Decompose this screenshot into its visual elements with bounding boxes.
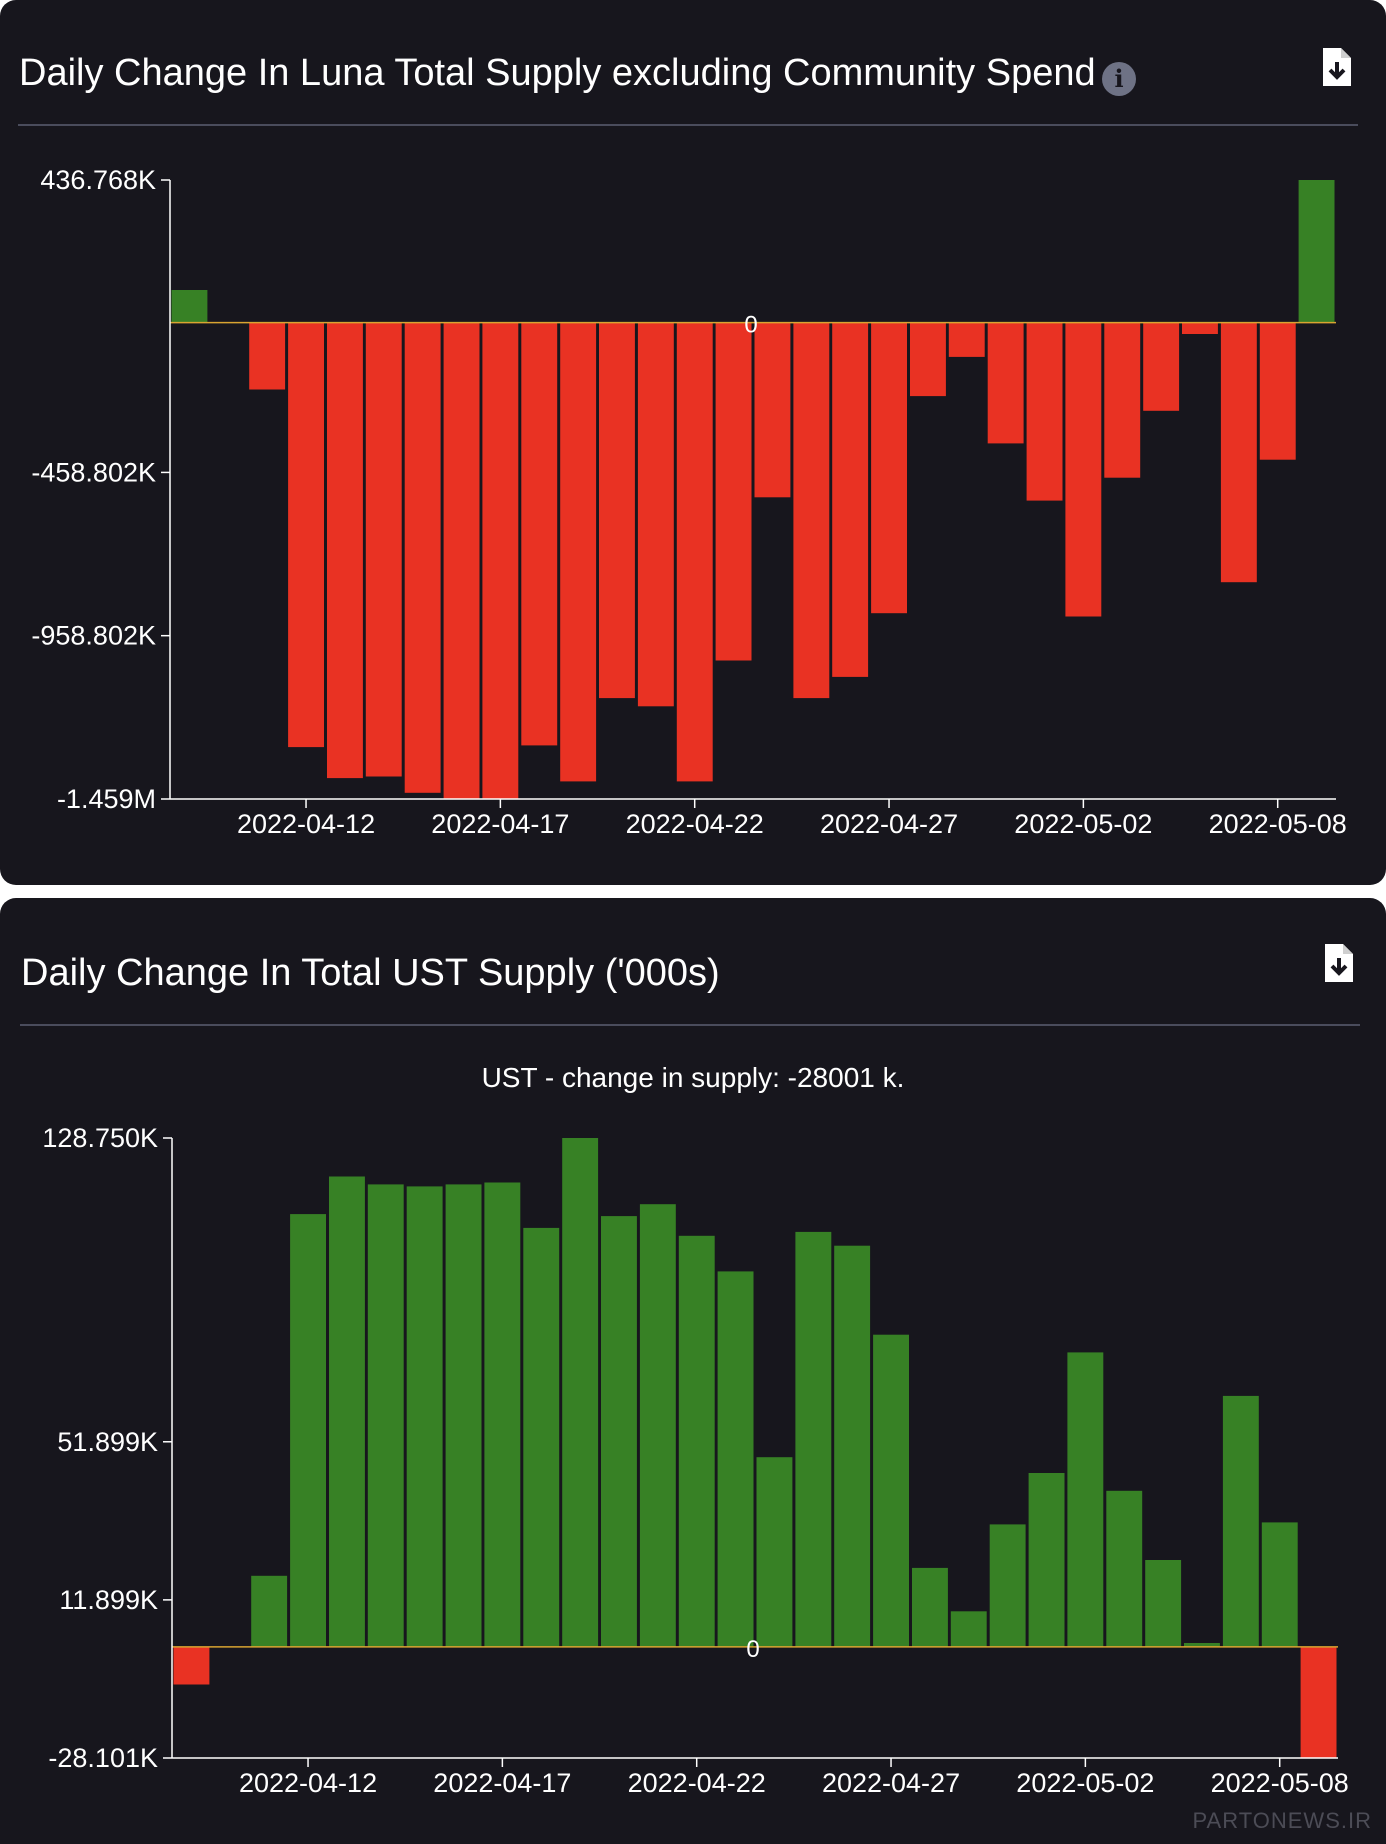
bar-2022-04-29 — [948, 322, 985, 357]
info-icon[interactable]: i — [1102, 62, 1136, 96]
x-tick-label: 2022-04-22 — [628, 1768, 766, 1798]
bar-2022-04-20 — [599, 322, 635, 699]
x-tick-label: 2022-05-08 — [1211, 1768, 1349, 1798]
y-tick-label: -28.101K — [48, 1743, 158, 1773]
bar-2022-04-28 — [910, 322, 946, 397]
bar-2022-05-08 — [1300, 1646, 1337, 1758]
bar-2022-04-30 — [987, 322, 1024, 444]
bar-2022-05-01 — [1028, 1473, 1065, 1647]
bar-2022-04-19 — [562, 1138, 599, 1647]
watermark: PARTONEWS.IR — [1192, 1808, 1372, 1833]
bar-2022-04-15 — [404, 322, 441, 793]
bar-2022-05-07 — [1261, 1522, 1298, 1647]
title-divider — [20, 1024, 1360, 1026]
bar-2022-04-25 — [793, 322, 830, 699]
bar-2022-04-23 — [715, 322, 752, 661]
bar-2022-05-03 — [1104, 322, 1141, 478]
bar-2022-04-13 — [329, 1176, 365, 1647]
bar-2022-04-24 — [754, 322, 791, 498]
bar-2022-04-22 — [676, 322, 713, 782]
bar-2022-04-11 — [251, 1575, 288, 1647]
title-divider — [18, 124, 1358, 126]
x-tick-label: 2022-05-08 — [1209, 809, 1347, 839]
y-tick-label: -458.802K — [31, 457, 156, 487]
bar-2022-04-27 — [873, 1334, 909, 1647]
bar-2022-04-26 — [834, 1245, 871, 1647]
y-tick-label: 436.768K — [40, 165, 156, 195]
bar-2022-04-21 — [639, 1204, 676, 1647]
bar-2022-04-13 — [327, 322, 363, 779]
y-tick-label: 11.899K — [59, 1585, 158, 1615]
bar-2022-04-12 — [288, 322, 324, 748]
bar-2022-04-25 — [795, 1231, 832, 1647]
bar-2022-04-22 — [678, 1235, 715, 1647]
bar-2022-04-19 — [560, 322, 597, 782]
y-tick-label: 51.899K — [57, 1427, 158, 1457]
bar-2022-04-09 — [173, 1646, 210, 1685]
bar-2022-05-06 — [1222, 1395, 1259, 1647]
y-tick-label: -958.802K — [31, 621, 156, 651]
bar-2022-04-23 — [717, 1271, 754, 1647]
bar-2022-05-04 — [1145, 1560, 1182, 1647]
bar-2022-04-16 — [445, 1184, 482, 1647]
bar-2022-05-05 — [1184, 1643, 1220, 1647]
bar-2022-05-01 — [1026, 322, 1063, 501]
bar-2022-04-24 — [756, 1457, 793, 1647]
bar-2022-04-09 — [171, 290, 208, 323]
bar-2022-04-11 — [249, 322, 286, 390]
x-tick-label: 2022-04-22 — [626, 809, 764, 839]
x-tick-label: 2022-05-02 — [1014, 809, 1152, 839]
bar-2022-05-05 — [1182, 322, 1218, 334]
bar-2022-04-16 — [443, 322, 480, 800]
x-tick-label: 2022-04-12 — [239, 1768, 377, 1798]
download-file-icon[interactable] — [1321, 46, 1353, 88]
bar-2022-05-02 — [1065, 322, 1102, 617]
bar-2022-04-26 — [832, 322, 869, 677]
y-tick-label: 128.750K — [42, 1123, 158, 1153]
bar-2022-04-20 — [601, 1216, 637, 1647]
x-tick-label: 2022-05-02 — [1016, 1768, 1154, 1798]
bar-2022-05-03 — [1106, 1490, 1143, 1647]
bar-2022-04-15 — [406, 1186, 443, 1647]
zero-label: 0 — [744, 312, 757, 339]
x-tick-label: 2022-04-17 — [431, 809, 569, 839]
bar-2022-04-17 — [482, 322, 519, 800]
bar-2022-04-21 — [637, 322, 674, 707]
bar-2022-04-17 — [484, 1182, 521, 1647]
ust-supply-bar-chart: 0 128.750K 51.899K 11.899K -28.101K 2022-04-1… — [42, 1123, 1349, 1798]
bar-2022-04-12 — [290, 1214, 326, 1647]
bar-2022-04-30 — [989, 1524, 1026, 1647]
bar-2022-05-04 — [1143, 322, 1180, 411]
bar-2022-05-02 — [1067, 1352, 1104, 1647]
zero-label: 0 — [746, 1636, 759, 1663]
bar-2022-05-07 — [1259, 322, 1296, 460]
luna-supply-panel: Daily Change In Luna Total Supply exclud… — [0, 0, 1386, 885]
bar-2022-04-14 — [367, 1184, 404, 1647]
bar-2022-04-18 — [523, 1227, 560, 1647]
bar-2022-04-18 — [521, 322, 558, 746]
chart-subtitle: UST - change in supply: -28001 k. — [481, 1062, 905, 1093]
ust-supply-panel: Daily Change In Total UST Supply ('000s)… — [0, 898, 1386, 1844]
x-tick-label: 2022-04-17 — [433, 1768, 571, 1798]
chart-title: Daily Change In Luna Total Supply exclud… — [19, 52, 1096, 94]
chart-title: Daily Change In Total UST Supply ('000s) — [21, 952, 720, 994]
bar-2022-05-06 — [1220, 322, 1257, 583]
luna-supply-bar-chart: 0 436.768K -458.802K -958.802K -1.459M 2022-0… — [31, 165, 1347, 839]
bar-2022-05-08 — [1298, 180, 1335, 323]
x-tick-label: 2022-04-27 — [820, 809, 958, 839]
x-tick-label: 2022-04-27 — [822, 1768, 960, 1798]
bar-2022-04-29 — [950, 1611, 987, 1647]
bar-2022-04-28 — [912, 1567, 948, 1647]
y-tick-label: -1.459M — [57, 784, 156, 814]
bar-2022-04-14 — [365, 322, 402, 777]
bar-2022-04-27 — [871, 322, 907, 614]
download-file-icon[interactable] — [1323, 942, 1355, 984]
x-tick-label: 2022-04-12 — [237, 809, 375, 839]
